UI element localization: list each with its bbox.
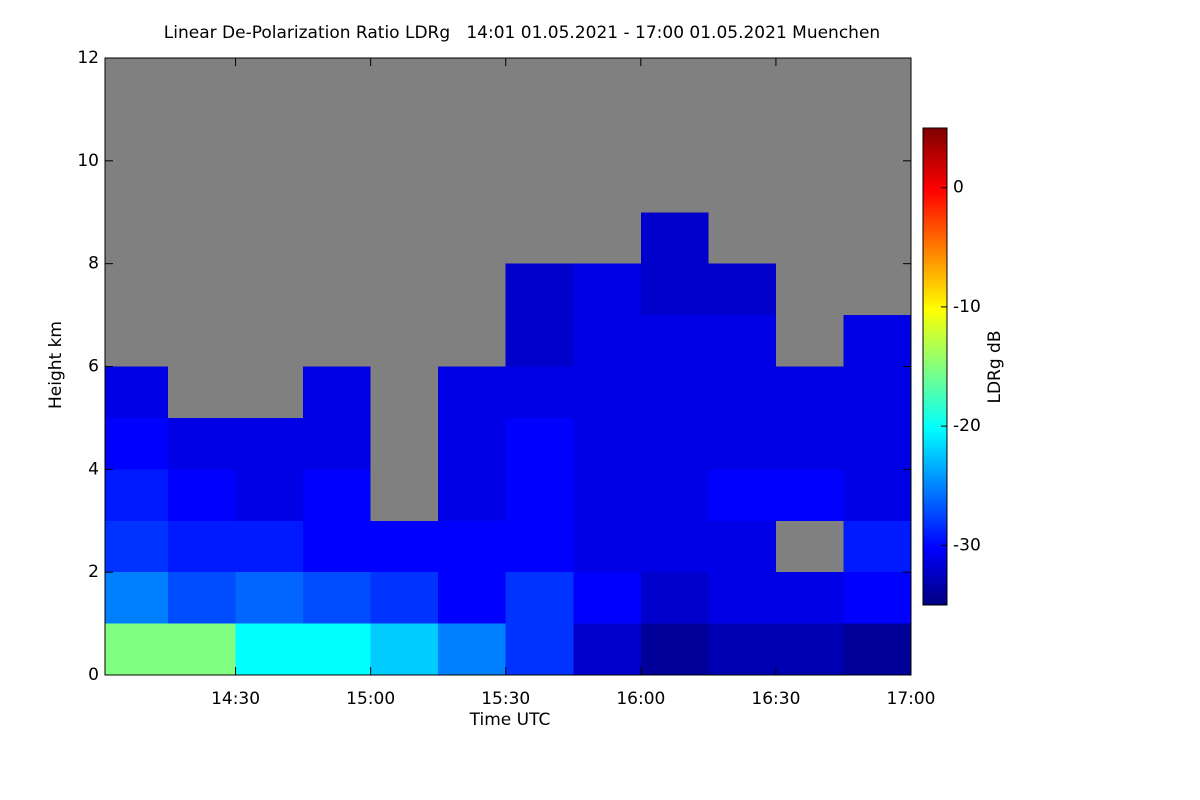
- heatmap-cell: [640, 263, 709, 316]
- heatmap-cell: [105, 520, 169, 573]
- heatmap-cell: [573, 417, 641, 470]
- y-tick-label: 0: [88, 665, 99, 685]
- heatmap-cell: [105, 469, 169, 521]
- heatmap-cell: [708, 417, 776, 470]
- heatmap-cell: [573, 623, 641, 675]
- heatmap-cell: [708, 263, 776, 316]
- heatmap-cell: [708, 366, 776, 418]
- y-tick-label: 10: [77, 151, 99, 171]
- y-tick-label: 12: [77, 48, 99, 68]
- heatmap-cell: [168, 520, 236, 573]
- heatmap-cell: [370, 623, 439, 675]
- colorbar-tick-label: -20: [953, 416, 981, 436]
- heatmap-cell: [438, 469, 506, 521]
- heatmap-cell: [573, 263, 641, 316]
- heatmap-cell: [573, 469, 641, 521]
- heatmap-cell: [843, 572, 911, 624]
- heatmap-cell: [573, 520, 641, 573]
- heatmap-cell: [505, 263, 574, 316]
- chart-title: Linear De-Polarization Ratio LDRg 14:01 …: [164, 23, 880, 43]
- heatmap-cell: [168, 623, 236, 675]
- heatmap-cell: [438, 417, 506, 470]
- heatmap-cell: [775, 366, 844, 418]
- heatmap-cell: [438, 623, 506, 675]
- heatmap-cell: [505, 623, 574, 675]
- heatmap-cell: [303, 572, 371, 624]
- heatmap-cell: [640, 520, 709, 573]
- x-tick-label: 15:00: [346, 689, 395, 709]
- heatmap-cell: [105, 623, 169, 675]
- heatmap-cell: [235, 572, 304, 624]
- heatmap-cell: [303, 417, 371, 470]
- heatmap-cell: [573, 315, 641, 367]
- heatmap-cell: [775, 623, 844, 675]
- heatmap-cell: [438, 366, 506, 418]
- heatmap-cell: [640, 212, 709, 264]
- colorbar-label: LDRg dB: [985, 330, 1005, 403]
- heatmap-cell: [168, 417, 236, 470]
- x-axis-label: Time UTC: [469, 710, 551, 730]
- heatmap-cell: [708, 572, 776, 624]
- x-tick-label: 14:30: [211, 689, 260, 709]
- heatmap-cell: [235, 417, 304, 470]
- y-tick-label: 2: [88, 562, 99, 582]
- heatmap-cell: [775, 469, 844, 521]
- heatmap-cell: [640, 417, 709, 470]
- heatmap-cell: [843, 520, 911, 573]
- heatmap-cell: [235, 623, 304, 675]
- heatmap-cell: [303, 520, 371, 573]
- heatmap-cell: [708, 469, 776, 521]
- heatmap-cell: [573, 366, 641, 418]
- heatmap-cell: [775, 417, 844, 470]
- y-tick-label: 4: [88, 459, 99, 479]
- heatmap-cell: [843, 469, 911, 521]
- colorbar: [922, 127, 948, 606]
- heatmap-cell: [708, 520, 776, 573]
- heatmap-cell: [505, 520, 574, 573]
- heatmap-cell: [640, 366, 709, 418]
- heatmap-cell: [573, 572, 641, 624]
- heatmap-cell: [775, 572, 844, 624]
- heatmap-cell: [438, 572, 506, 624]
- heatmap-cell: [105, 417, 169, 470]
- colorbar-tick-label: -10: [953, 297, 981, 317]
- heatmap-cell: [505, 366, 574, 418]
- heatmap-cell: [640, 469, 709, 521]
- x-tick-label: 16:30: [751, 689, 800, 709]
- colorbar-tick-label: 0: [953, 178, 964, 198]
- heatmap-cell: [505, 315, 574, 367]
- y-tick-label: 8: [88, 254, 99, 274]
- heatmap-cell: [640, 572, 709, 624]
- heatmap-cell: [370, 520, 439, 573]
- x-tick-label: 15:30: [481, 689, 530, 709]
- heatmap-cell: [640, 315, 709, 367]
- heatmap-cell: [843, 366, 911, 418]
- heatmap-cell: [235, 469, 304, 521]
- heatmap-cell: [168, 572, 236, 624]
- x-tick-label: 16:00: [616, 689, 665, 709]
- heatmap-cell: [303, 469, 371, 521]
- y-tick-label: 6: [88, 357, 99, 377]
- heatmap-cell: [105, 366, 169, 418]
- heatmap-cell: [708, 623, 776, 675]
- colorbar-tick-label: -30: [953, 535, 981, 555]
- heatmap-cell: [168, 469, 236, 521]
- heatmap-cell: [505, 572, 574, 624]
- heatmap-cell: [303, 623, 371, 675]
- heatmap-cell: [708, 315, 776, 367]
- heatmap-cell: [235, 520, 304, 573]
- heatmap-cell: [640, 623, 709, 675]
- heatmap-cell: [843, 315, 911, 367]
- heatmap-cell: [303, 366, 371, 418]
- heatmap-cell: [843, 417, 911, 470]
- heatmap-cell: [105, 572, 169, 624]
- heatmap-cell: [438, 520, 506, 573]
- heatmap-cell: [505, 469, 574, 521]
- heatmap-cell: [505, 417, 574, 470]
- x-tick-label: 17:00: [887, 689, 936, 709]
- heatmap-cell: [370, 572, 439, 624]
- heatmap-cell: [843, 623, 911, 675]
- y-axis-label: Height km: [46, 321, 66, 409]
